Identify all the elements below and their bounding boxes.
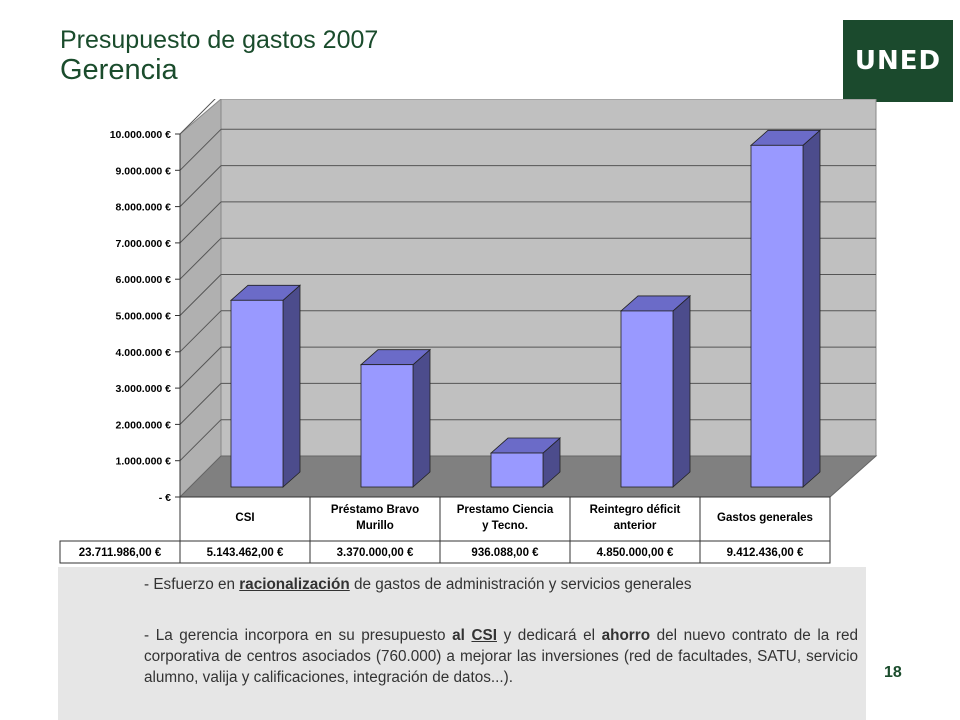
bullet1-text-post: de gastos de administración y servicios … xyxy=(349,576,692,593)
gridline-side xyxy=(179,346,222,389)
y-tick-label: 5.000.000 € xyxy=(116,311,172,323)
bar-side xyxy=(282,284,301,488)
y-tick-label: 2.000.000 € xyxy=(116,419,172,431)
gridline-side xyxy=(179,92,222,135)
category-label: CSI xyxy=(235,512,254,524)
value-label: 9.412.436,00 € xyxy=(727,547,804,559)
y-tick-label: 1.000.000 € xyxy=(116,456,172,468)
table-header-row xyxy=(179,496,831,542)
value-label: 5.143.462,00 € xyxy=(207,547,284,559)
bullet2-al: al xyxy=(452,627,465,644)
gridline-side xyxy=(179,128,222,171)
gridline-side xyxy=(179,237,222,280)
bullet2-csi: CSI xyxy=(471,627,497,644)
table-value-row xyxy=(59,540,831,564)
title-line-1: Presupuesto de gastos 2007 xyxy=(60,26,379,54)
page-number: 18 xyxy=(884,664,902,681)
bar xyxy=(360,364,414,488)
y-tick-label: 3.000.000 € xyxy=(116,383,172,395)
category-label: Reintegro déficit xyxy=(590,504,681,516)
bullet1-text-pre: - Esfuerzo en xyxy=(144,576,240,593)
y-tick-label: 4.000.000 € xyxy=(116,347,172,359)
budget-chart: - € 1.000.000 € 2.000.000 € 3.000.000 € 4.00… xyxy=(58,92,878,567)
y-tick-label: - € xyxy=(159,492,171,504)
bar xyxy=(490,452,544,488)
bullet-savings: - La gerencia incorpora en su presupuest… xyxy=(144,625,858,688)
gridline-side xyxy=(179,201,222,244)
y-tick-label: 8.000.000 € xyxy=(116,202,172,214)
chart-side-wall xyxy=(179,97,222,499)
category-label: Murillo xyxy=(356,520,394,532)
gridline-side xyxy=(179,383,222,425)
y-tick-label: 9.000.000 € xyxy=(116,165,172,177)
gridline-side xyxy=(179,419,222,462)
rationalization-term: racionalización xyxy=(239,576,350,593)
bar xyxy=(750,144,804,488)
category-label: Prestamo Ciencia xyxy=(457,504,554,516)
value-label: 4.850.000,00 € xyxy=(597,547,674,559)
total-label: 23.711.986,00 € xyxy=(79,547,162,559)
gridline-side xyxy=(179,165,222,207)
category-label: anterior xyxy=(614,520,657,532)
value-label: 936.088,00 € xyxy=(471,547,539,559)
uned-logo: UNED xyxy=(843,20,953,102)
y-tick-label: 7.000.000 € xyxy=(116,238,172,250)
gridline-side xyxy=(179,274,222,316)
category-label: Gastos generales xyxy=(717,512,813,524)
bullet2-ahorro: ahorro xyxy=(601,627,651,644)
bar xyxy=(620,310,674,488)
gridline-side xyxy=(179,310,222,353)
value-label: 3.370.000,00 € xyxy=(337,547,414,559)
y-tick-label: 6.000.000 € xyxy=(116,274,172,286)
title-line-2: Gerencia xyxy=(60,54,178,86)
bullet2-text-3: del nuevo contrato de la red corporativa… xyxy=(144,627,859,686)
slide-title: Presupuesto de gastos 2007 Gerencia xyxy=(60,26,378,86)
bar xyxy=(230,299,284,488)
bullet-rationalization: - Esfuerzo en racionalización de gastos … xyxy=(144,574,858,595)
bar-side xyxy=(412,348,431,488)
notes-box: - Esfuerzo en racionalización de gastos … xyxy=(58,567,866,720)
category-label: y Tecno. xyxy=(482,520,528,532)
bar-side xyxy=(802,129,821,488)
chart-svg: - € 1.000.000 € 2.000.000 € 3.000.000 € 4.00… xyxy=(59,92,878,564)
category-label: Préstamo Bravo xyxy=(331,504,419,516)
y-tick-label: 10.000.000 € xyxy=(110,129,171,141)
bullet2-text-2: y dedicará el xyxy=(496,627,602,644)
bullet2-text-1: - La gerencia incorpora en su presupuest… xyxy=(144,627,453,644)
bar-side xyxy=(672,295,691,488)
